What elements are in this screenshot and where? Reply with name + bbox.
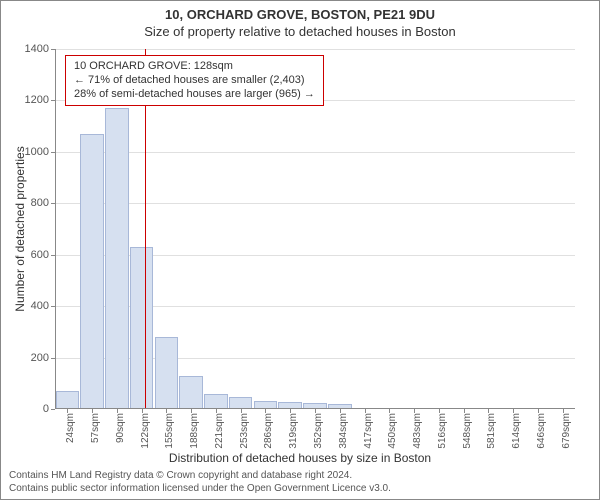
x-tick-label: 90sqm — [115, 413, 126, 443]
x-tick-label: 155sqm — [164, 413, 175, 449]
x-tick-label: 548sqm — [462, 413, 473, 449]
page-subtitle: Size of property relative to detached ho… — [1, 24, 599, 39]
x-tick-label: 646sqm — [536, 413, 547, 449]
y-tick — [51, 409, 55, 410]
x-tick-label: 188sqm — [189, 413, 200, 449]
x-tick-label: 221sqm — [214, 413, 225, 449]
page-title: 10, ORCHARD GROVE, BOSTON, PE21 9DU — [1, 7, 599, 22]
gridline — [55, 152, 575, 153]
chart-frame: 10, ORCHARD GROVE, BOSTON, PE21 9DU Size… — [0, 0, 600, 500]
histogram-bar — [155, 337, 179, 409]
x-tick-label: 384sqm — [338, 413, 349, 449]
y-tick-label: 800 — [31, 197, 49, 209]
x-tick-label: 417sqm — [363, 413, 374, 449]
y-tick-label: 1200 — [25, 94, 49, 106]
annotation-line: 10 ORCHARD GROVE: 128sqm — [74, 60, 315, 74]
annotation-line: ← 71% of detached houses are smaller (2,… — [74, 74, 315, 88]
plot-area: 020040060080010001200140024sqm57sqm90sqm… — [55, 49, 575, 409]
x-tick-label: 24sqm — [65, 413, 76, 443]
x-tick-label: 286sqm — [263, 413, 274, 449]
x-tick-label: 57sqm — [90, 413, 101, 443]
annotation-box: 10 ORCHARD GROVE: 128sqm← 71% of detache… — [65, 55, 324, 106]
histogram-bar — [56, 391, 80, 409]
x-tick-label: 483sqm — [412, 413, 423, 449]
histogram-bar — [204, 394, 228, 409]
y-tick-label: 600 — [31, 249, 49, 261]
x-tick-label: 319sqm — [288, 413, 299, 449]
x-tick-label: 352sqm — [313, 413, 324, 449]
footer-line-2: Contains public sector information licen… — [9, 483, 391, 496]
y-tick-label: 400 — [31, 300, 49, 312]
y-tick-label: 0 — [43, 403, 49, 415]
gridline — [55, 203, 575, 204]
x-tick-label: 614sqm — [511, 413, 522, 449]
gridline — [55, 49, 575, 50]
x-tick-label: 679sqm — [561, 413, 572, 449]
footer-line-1: Contains HM Land Registry data © Crown c… — [9, 470, 391, 483]
y-axis — [55, 49, 56, 409]
annotation-line: 28% of semi-detached houses are larger (… — [74, 88, 315, 102]
histogram-bar — [130, 247, 154, 409]
x-tick-label: 122sqm — [140, 413, 151, 449]
histogram-bar — [80, 134, 104, 409]
y-tick-label: 1000 — [25, 146, 49, 158]
x-tick-label: 581sqm — [486, 413, 497, 449]
y-tick-label: 200 — [31, 352, 49, 364]
x-tick-label: 516sqm — [437, 413, 448, 449]
footer-attribution: Contains HM Land Registry data © Crown c… — [9, 470, 391, 495]
y-tick-label: 1400 — [25, 43, 49, 55]
x-tick-label: 253sqm — [239, 413, 250, 449]
x-tick-label: 450sqm — [387, 413, 398, 449]
histogram-bar — [179, 376, 203, 409]
x-axis — [55, 408, 575, 409]
histogram-bar — [105, 108, 129, 409]
x-axis-title: Distribution of detached houses by size … — [1, 451, 599, 465]
